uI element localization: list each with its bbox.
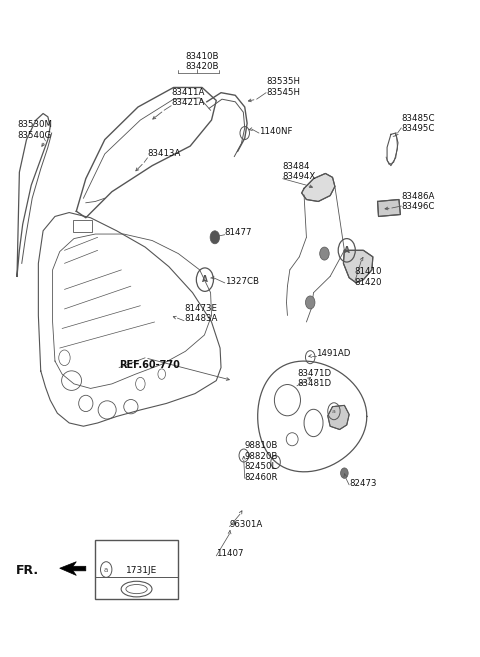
Circle shape — [305, 296, 315, 309]
Text: 83471D
83481D: 83471D 83481D — [297, 369, 331, 388]
Polygon shape — [60, 562, 86, 576]
Text: 11407: 11407 — [216, 549, 244, 558]
Text: 96301A: 96301A — [229, 520, 263, 529]
Polygon shape — [343, 250, 373, 283]
Text: 83535H
83545H: 83535H 83545H — [266, 77, 300, 97]
Text: 83411A
83421A: 83411A 83421A — [171, 87, 204, 107]
Text: a: a — [332, 409, 336, 414]
Polygon shape — [328, 405, 349, 430]
Text: 1140NF: 1140NF — [259, 127, 292, 136]
Text: 83410B
83420B: 83410B 83420B — [185, 52, 219, 71]
Text: 83484
83494X: 83484 83494X — [283, 162, 316, 181]
Text: 1731JE: 1731JE — [126, 566, 157, 576]
Text: 81473E
81483A: 81473E 81483A — [184, 304, 217, 323]
Text: 81477: 81477 — [225, 228, 252, 237]
Text: 82473: 82473 — [349, 479, 377, 488]
Text: 83413A: 83413A — [147, 149, 181, 158]
Text: REF.60-770: REF.60-770 — [119, 360, 180, 370]
Text: 81410
81420: 81410 81420 — [355, 267, 382, 287]
Text: 83530M
83540G: 83530M 83540G — [17, 120, 52, 139]
Circle shape — [320, 247, 329, 260]
Text: A: A — [202, 275, 208, 284]
Text: A: A — [344, 246, 350, 255]
Polygon shape — [378, 200, 400, 216]
Text: a: a — [104, 566, 108, 572]
Text: 83486A
83496C: 83486A 83496C — [401, 192, 435, 212]
Circle shape — [341, 468, 348, 478]
Circle shape — [210, 231, 219, 244]
Text: FR.: FR. — [16, 564, 39, 578]
Text: 1327CB: 1327CB — [225, 277, 259, 286]
Polygon shape — [301, 173, 335, 202]
Text: 1491AD: 1491AD — [316, 350, 350, 359]
Text: 98810B
98820B
82450L
82460R: 98810B 98820B 82450L 82460R — [245, 442, 278, 482]
Text: 83485C
83495C: 83485C 83495C — [401, 114, 435, 133]
